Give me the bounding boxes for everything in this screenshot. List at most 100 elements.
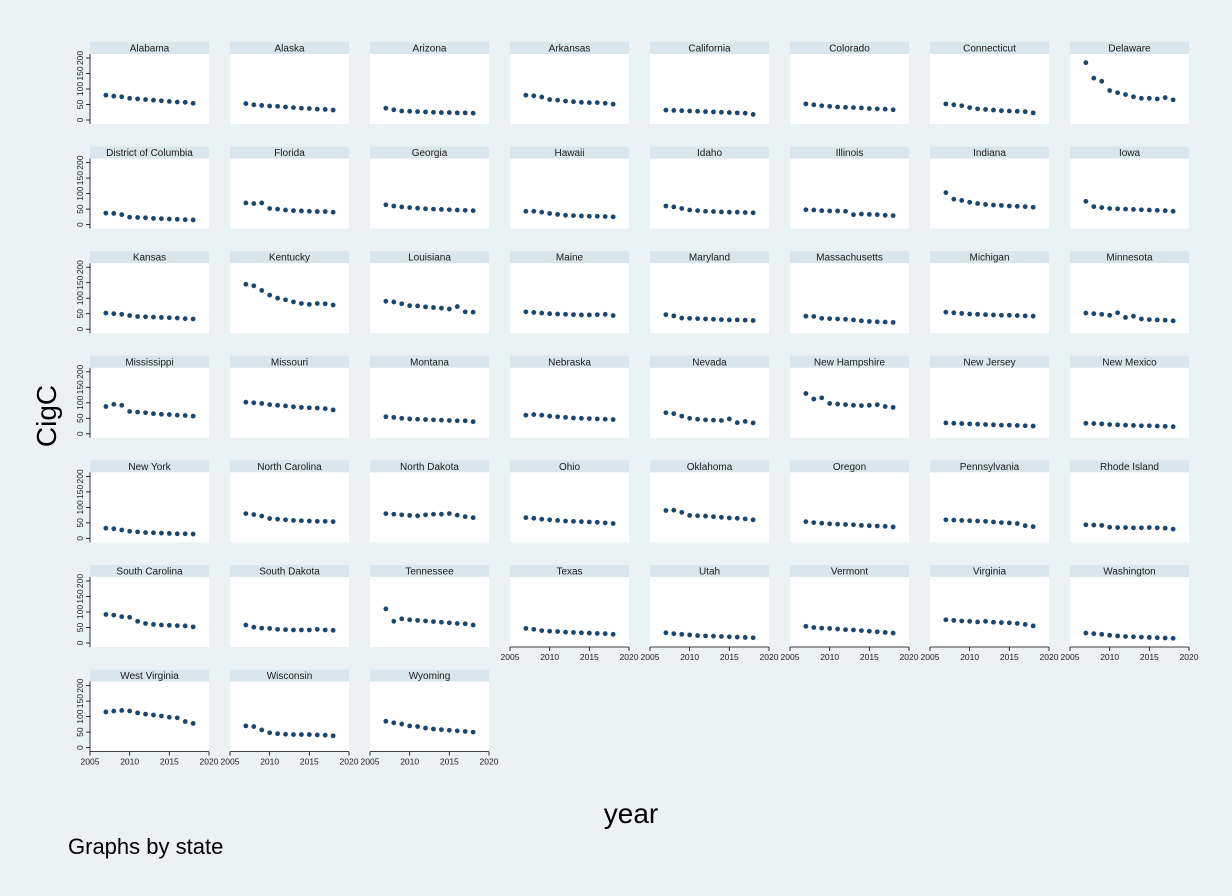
- panel-title-strip: [230, 669, 349, 682]
- x-tick-label: 2005: [781, 652, 800, 662]
- data-point: [399, 301, 405, 307]
- panel-title: South Dakota: [259, 567, 320, 578]
- data-point: [890, 630, 896, 636]
- data-point: [1022, 523, 1028, 529]
- panel-title-strip: [1070, 355, 1189, 368]
- data-point: [267, 206, 273, 211]
- panel-hawaii: Hawaii: [510, 146, 629, 229]
- panel-title: Arizona: [413, 44, 447, 55]
- data-point: [391, 107, 397, 113]
- data-point: [151, 411, 156, 417]
- data-point: [866, 319, 872, 324]
- data-point: [1083, 420, 1089, 426]
- data-point: [586, 100, 592, 106]
- data-point: [407, 723, 413, 729]
- data-point: [695, 108, 700, 114]
- x-tick-label: 2015: [440, 757, 459, 767]
- y-tick-label: 150: [75, 275, 85, 289]
- panel-plot-area: [790, 472, 909, 543]
- data-point: [299, 732, 304, 737]
- data-point: [563, 98, 568, 104]
- data-point: [742, 110, 748, 116]
- data-point: [127, 614, 133, 620]
- y-axis-title: CigC: [31, 385, 62, 447]
- data-point: [571, 99, 576, 105]
- data-point: [1091, 204, 1097, 210]
- data-point: [859, 211, 864, 217]
- y-tick-label: 50: [75, 309, 85, 319]
- graphs-by-note: Graphs by state: [68, 834, 223, 859]
- data-point: [734, 515, 740, 521]
- data-point: [586, 312, 592, 318]
- data-point: [1083, 60, 1089, 66]
- data-point: [1091, 522, 1097, 528]
- data-point: [111, 93, 117, 99]
- panel-title-strip: [90, 460, 209, 473]
- data-point: [943, 420, 949, 426]
- panel-title-strip: [230, 355, 349, 368]
- data-point: [563, 311, 568, 317]
- panel-plot-area: [650, 263, 769, 334]
- data-point: [470, 110, 476, 116]
- y-tick-label: 50: [75, 204, 85, 214]
- data-point: [679, 413, 685, 419]
- data-point: [431, 511, 436, 517]
- data-point: [470, 309, 476, 315]
- data-point: [851, 317, 856, 323]
- data-point: [1107, 422, 1113, 427]
- data-point: [439, 207, 444, 212]
- data-point: [555, 97, 560, 103]
- data-point: [1170, 318, 1176, 324]
- data-point: [1154, 635, 1160, 641]
- data-point: [159, 98, 164, 104]
- data-point: [143, 97, 148, 102]
- x-tick-label: 2015: [1000, 652, 1019, 662]
- data-point: [1123, 92, 1128, 97]
- panel-title: Virginia: [973, 567, 1007, 578]
- data-point: [103, 612, 109, 617]
- panel-title-strip: [90, 669, 209, 682]
- data-point: [531, 208, 537, 214]
- x-tick-label: 2020: [900, 652, 919, 662]
- data-point: [851, 402, 856, 408]
- data-point: [322, 301, 328, 307]
- panel-title-strip: [510, 42, 629, 54]
- y-tick-label: 100: [75, 82, 85, 96]
- data-point: [1107, 312, 1113, 318]
- data-point: [454, 621, 460, 626]
- data-point: [267, 730, 273, 736]
- data-point: [563, 629, 568, 635]
- data-point: [1146, 207, 1152, 213]
- panel-connecticut: Connecticut: [930, 42, 1049, 124]
- data-point: [1154, 207, 1160, 213]
- data-point: [127, 528, 133, 534]
- data-point: [143, 314, 148, 320]
- data-point: [251, 512, 257, 517]
- data-point: [951, 517, 957, 523]
- panel-missouri: Missouri: [230, 355, 349, 438]
- data-point: [983, 312, 988, 318]
- data-point: [602, 631, 608, 637]
- x-tick-label: 2005: [361, 757, 380, 767]
- panel-plot-area: [90, 367, 209, 438]
- data-point: [803, 101, 809, 107]
- data-point: [563, 414, 568, 420]
- y-tick-label: 0: [75, 327, 85, 332]
- data-point: [383, 718, 389, 724]
- panel-plot-area: [1070, 158, 1189, 229]
- data-point: [383, 606, 389, 612]
- data-point: [391, 414, 397, 420]
- panel-title-strip: [930, 565, 1049, 577]
- data-point: [827, 626, 833, 631]
- data-point: [967, 311, 973, 317]
- data-point: [407, 513, 413, 518]
- data-point: [531, 412, 537, 417]
- data-point: [539, 209, 545, 215]
- data-point: [866, 523, 872, 529]
- panel-plot-area: [650, 577, 769, 647]
- panel-title: Florida: [274, 148, 305, 159]
- data-point: [1030, 423, 1036, 429]
- data-point: [819, 625, 825, 631]
